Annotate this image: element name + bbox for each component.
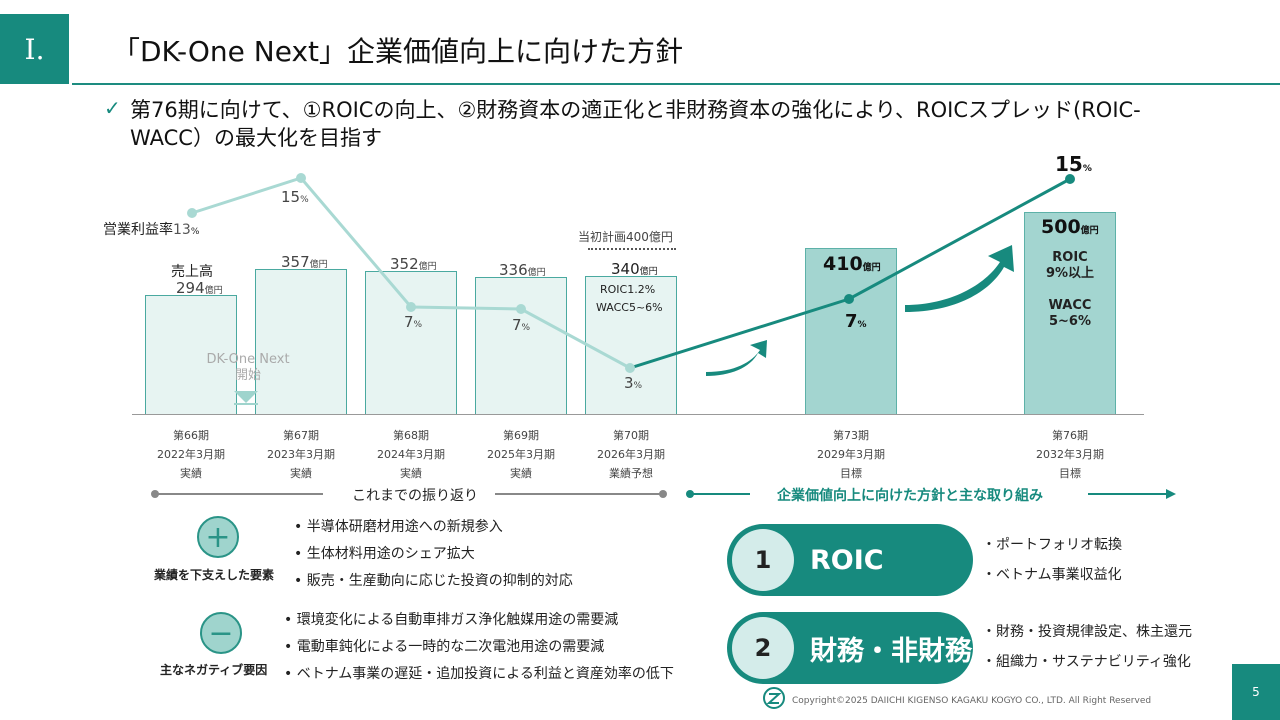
- timeline-future-label: 企業価値向上に向けた方針と主な取り組み: [777, 488, 1043, 504]
- initiative-title: 財務・非財務: [810, 635, 972, 667]
- negative-factors-list: • 環境変化による自動車排ガス浄化触媒用途の需要減 • 電動車鈍化による一時的な…: [284, 607, 674, 688]
- period-label-p76: 第76期 2032年3月期 目標: [1036, 429, 1104, 480]
- copyright: Copyright©2025 DAIICHI KIGENSO KAGAKU KO…: [792, 696, 1152, 706]
- p76-wacc: WACC 5~6%: [1048, 298, 1092, 329]
- bar-p66: [145, 295, 237, 415]
- timeline-future-line-left: [690, 493, 750, 495]
- triangle-marker-icon: [234, 391, 258, 403]
- value-label-p69: 336億円: [499, 261, 546, 279]
- company-logo-icon: [763, 687, 785, 709]
- page-number: 5: [1232, 664, 1280, 720]
- bar-p70: [585, 276, 677, 415]
- initiative-roic: 1 ROIC: [727, 524, 973, 596]
- margin-value-p73: 7%: [845, 311, 867, 332]
- value-label-p68: 352億円: [390, 255, 437, 273]
- bar-p67: [255, 269, 347, 415]
- margin-point-p73: [844, 294, 854, 304]
- margin-value-p67: 15%: [281, 188, 309, 206]
- initiative-finance-items: ・財務・投資規律設定、株主還元 ・組織力・サステナビリティ強化: [982, 617, 1192, 677]
- list-item: • 環境変化による自動車排ガス浄化触媒用途の需要減: [284, 612, 619, 628]
- margin-value-p69: 7%: [512, 316, 531, 334]
- page-title: 「DK-One Next」企業価値向上に向けた方針: [112, 35, 684, 68]
- list-item: • ベトナム事業の遅延・追加投資による利益と資産効率の低下: [284, 666, 674, 682]
- period-label-p73: 第73期 2029年3月期 目標: [817, 429, 885, 480]
- margin-point-p70: [625, 363, 635, 373]
- margin-point-p68: [406, 302, 416, 312]
- list-item: • 販売・生産動向に応じた投資の抑制的対応: [294, 573, 573, 589]
- x-axis: [132, 414, 1144, 415]
- p70-wacc: WACC5~6%: [596, 301, 663, 314]
- period-label-p68: 第68期 2024年3月期 実績: [377, 429, 445, 480]
- summary-bullet: 第76期に向けて、①ROICの向上、②財務資本の適正化と非財務資本の強化により、…: [130, 98, 1141, 150]
- positive-factors-label: 業績を下支えした要素: [154, 568, 275, 582]
- bar-p76: [1024, 212, 1116, 415]
- margin-line-chart: [187, 173, 1075, 376]
- growth-arrow-large-icon: [905, 245, 1014, 312]
- check-icon: ✓: [104, 96, 121, 120]
- timeline-past-end-dot: [659, 490, 667, 498]
- value-label-p76: 500億円: [1041, 216, 1099, 238]
- list-item: • 電動車鈍化による一時的な二次電池用途の需要減: [284, 639, 605, 655]
- margin-label: 営業利益率13%: [103, 222, 200, 238]
- minus-icon: −: [200, 612, 242, 654]
- initiative-roic-items: ・ポートフォリオ転換 ・ベトナム事業収益化: [982, 530, 1122, 590]
- initiative-finance: 2 財務・非財務: [727, 612, 973, 684]
- list-item: ・財務・投資規律設定、株主還元: [982, 624, 1192, 640]
- margin-point-p67: [296, 173, 306, 183]
- timeline-past-line-right: [495, 493, 662, 495]
- p76-roic: ROIC 9%以上: [1045, 250, 1095, 281]
- period-label-p67: 第67期 2023年3月期 実績: [267, 429, 335, 480]
- initiative-number: 1: [732, 529, 794, 591]
- bar-p68: [365, 271, 457, 415]
- list-item: • 生体材料用途のシェア拡大: [294, 546, 475, 562]
- initiative-number: 2: [732, 617, 794, 679]
- period-label-p66: 第66期 2022年3月期 実績: [157, 429, 225, 480]
- dk-start-label: DK-One Next 開始: [206, 352, 290, 383]
- list-item: ・ベトナム事業収益化: [982, 567, 1122, 583]
- period-label-p69: 第69期 2025年3月期 実績: [487, 429, 555, 480]
- value-label-p73: 410億円: [823, 253, 881, 275]
- margin-value-p68: 7%: [404, 313, 423, 331]
- margin-line-future: [629, 177, 1071, 370]
- title-divider: [72, 83, 1280, 85]
- initiative-title: ROIC: [810, 544, 884, 576]
- timeline-past-line-left: [155, 493, 323, 495]
- p70-roic: ROIC1.2%: [600, 283, 656, 296]
- growth-arrow-small-icon: [706, 340, 767, 376]
- value-label-p66: 294億円: [176, 279, 223, 297]
- timeline-arrow-icon: [1166, 489, 1176, 499]
- section-number: Ⅰ.: [0, 14, 69, 84]
- period-label-p70: 第70期 2026年3月期 業績予想: [597, 429, 665, 480]
- timeline: これまでの振り返り 企業価値向上に向けた方針と主な取り組み: [0, 480, 1280, 510]
- value-label-p70: 340億円: [611, 260, 658, 278]
- value-label-p67: 357億円: [281, 253, 328, 271]
- negative-factors-label: 主なネガティブ要因: [160, 663, 268, 677]
- plus-icon: +: [197, 516, 239, 558]
- bar-p69: [475, 277, 567, 415]
- bar-p73: [805, 248, 897, 415]
- list-item: ・ポートフォリオ転換: [982, 537, 1122, 553]
- marker-bar: [234, 403, 258, 405]
- original-plan-line: [588, 248, 676, 250]
- timeline-future-line-right: [1088, 493, 1168, 495]
- margin-point-p69: [516, 304, 526, 314]
- margin-point-p66: [187, 208, 197, 218]
- margin-point-p76: [1065, 174, 1075, 184]
- positive-factors-list: • 半導体研磨材用途への新規参入 • 生体材料用途のシェア拡大 • 販売・生産動…: [294, 514, 573, 595]
- margin-value-p76: 15%: [1055, 152, 1092, 176]
- original-plan-label: 当初計画400億円: [578, 230, 673, 244]
- list-item: ・組織力・サステナビリティ強化: [982, 654, 1191, 670]
- sales-label: 売上高: [171, 264, 213, 280]
- margin-line-past: [191, 176, 631, 370]
- margin-value-p70: 3%: [624, 374, 643, 392]
- timeline-past-label: これまでの振り返り: [352, 488, 478, 504]
- chart: DK-One Next 開始 売上高 294億円 357億円 352億円 336…: [103, 152, 1144, 480]
- list-item: • 半導体研磨材用途への新規参入: [294, 519, 503, 535]
